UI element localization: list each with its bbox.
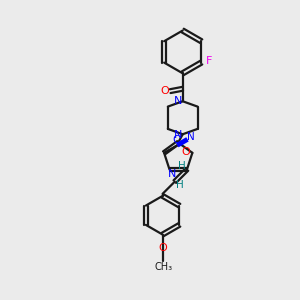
Text: O: O — [158, 243, 167, 253]
Text: N: N — [188, 132, 195, 142]
Text: O: O — [182, 147, 190, 157]
Text: H: H — [176, 180, 184, 190]
Text: C: C — [173, 135, 180, 145]
Text: N: N — [173, 130, 182, 140]
Text: N: N — [168, 169, 176, 179]
Text: F: F — [206, 56, 213, 66]
Text: CH₃: CH₃ — [154, 262, 172, 272]
Text: N: N — [173, 96, 182, 106]
Text: H: H — [178, 161, 185, 171]
Text: O: O — [160, 85, 169, 96]
